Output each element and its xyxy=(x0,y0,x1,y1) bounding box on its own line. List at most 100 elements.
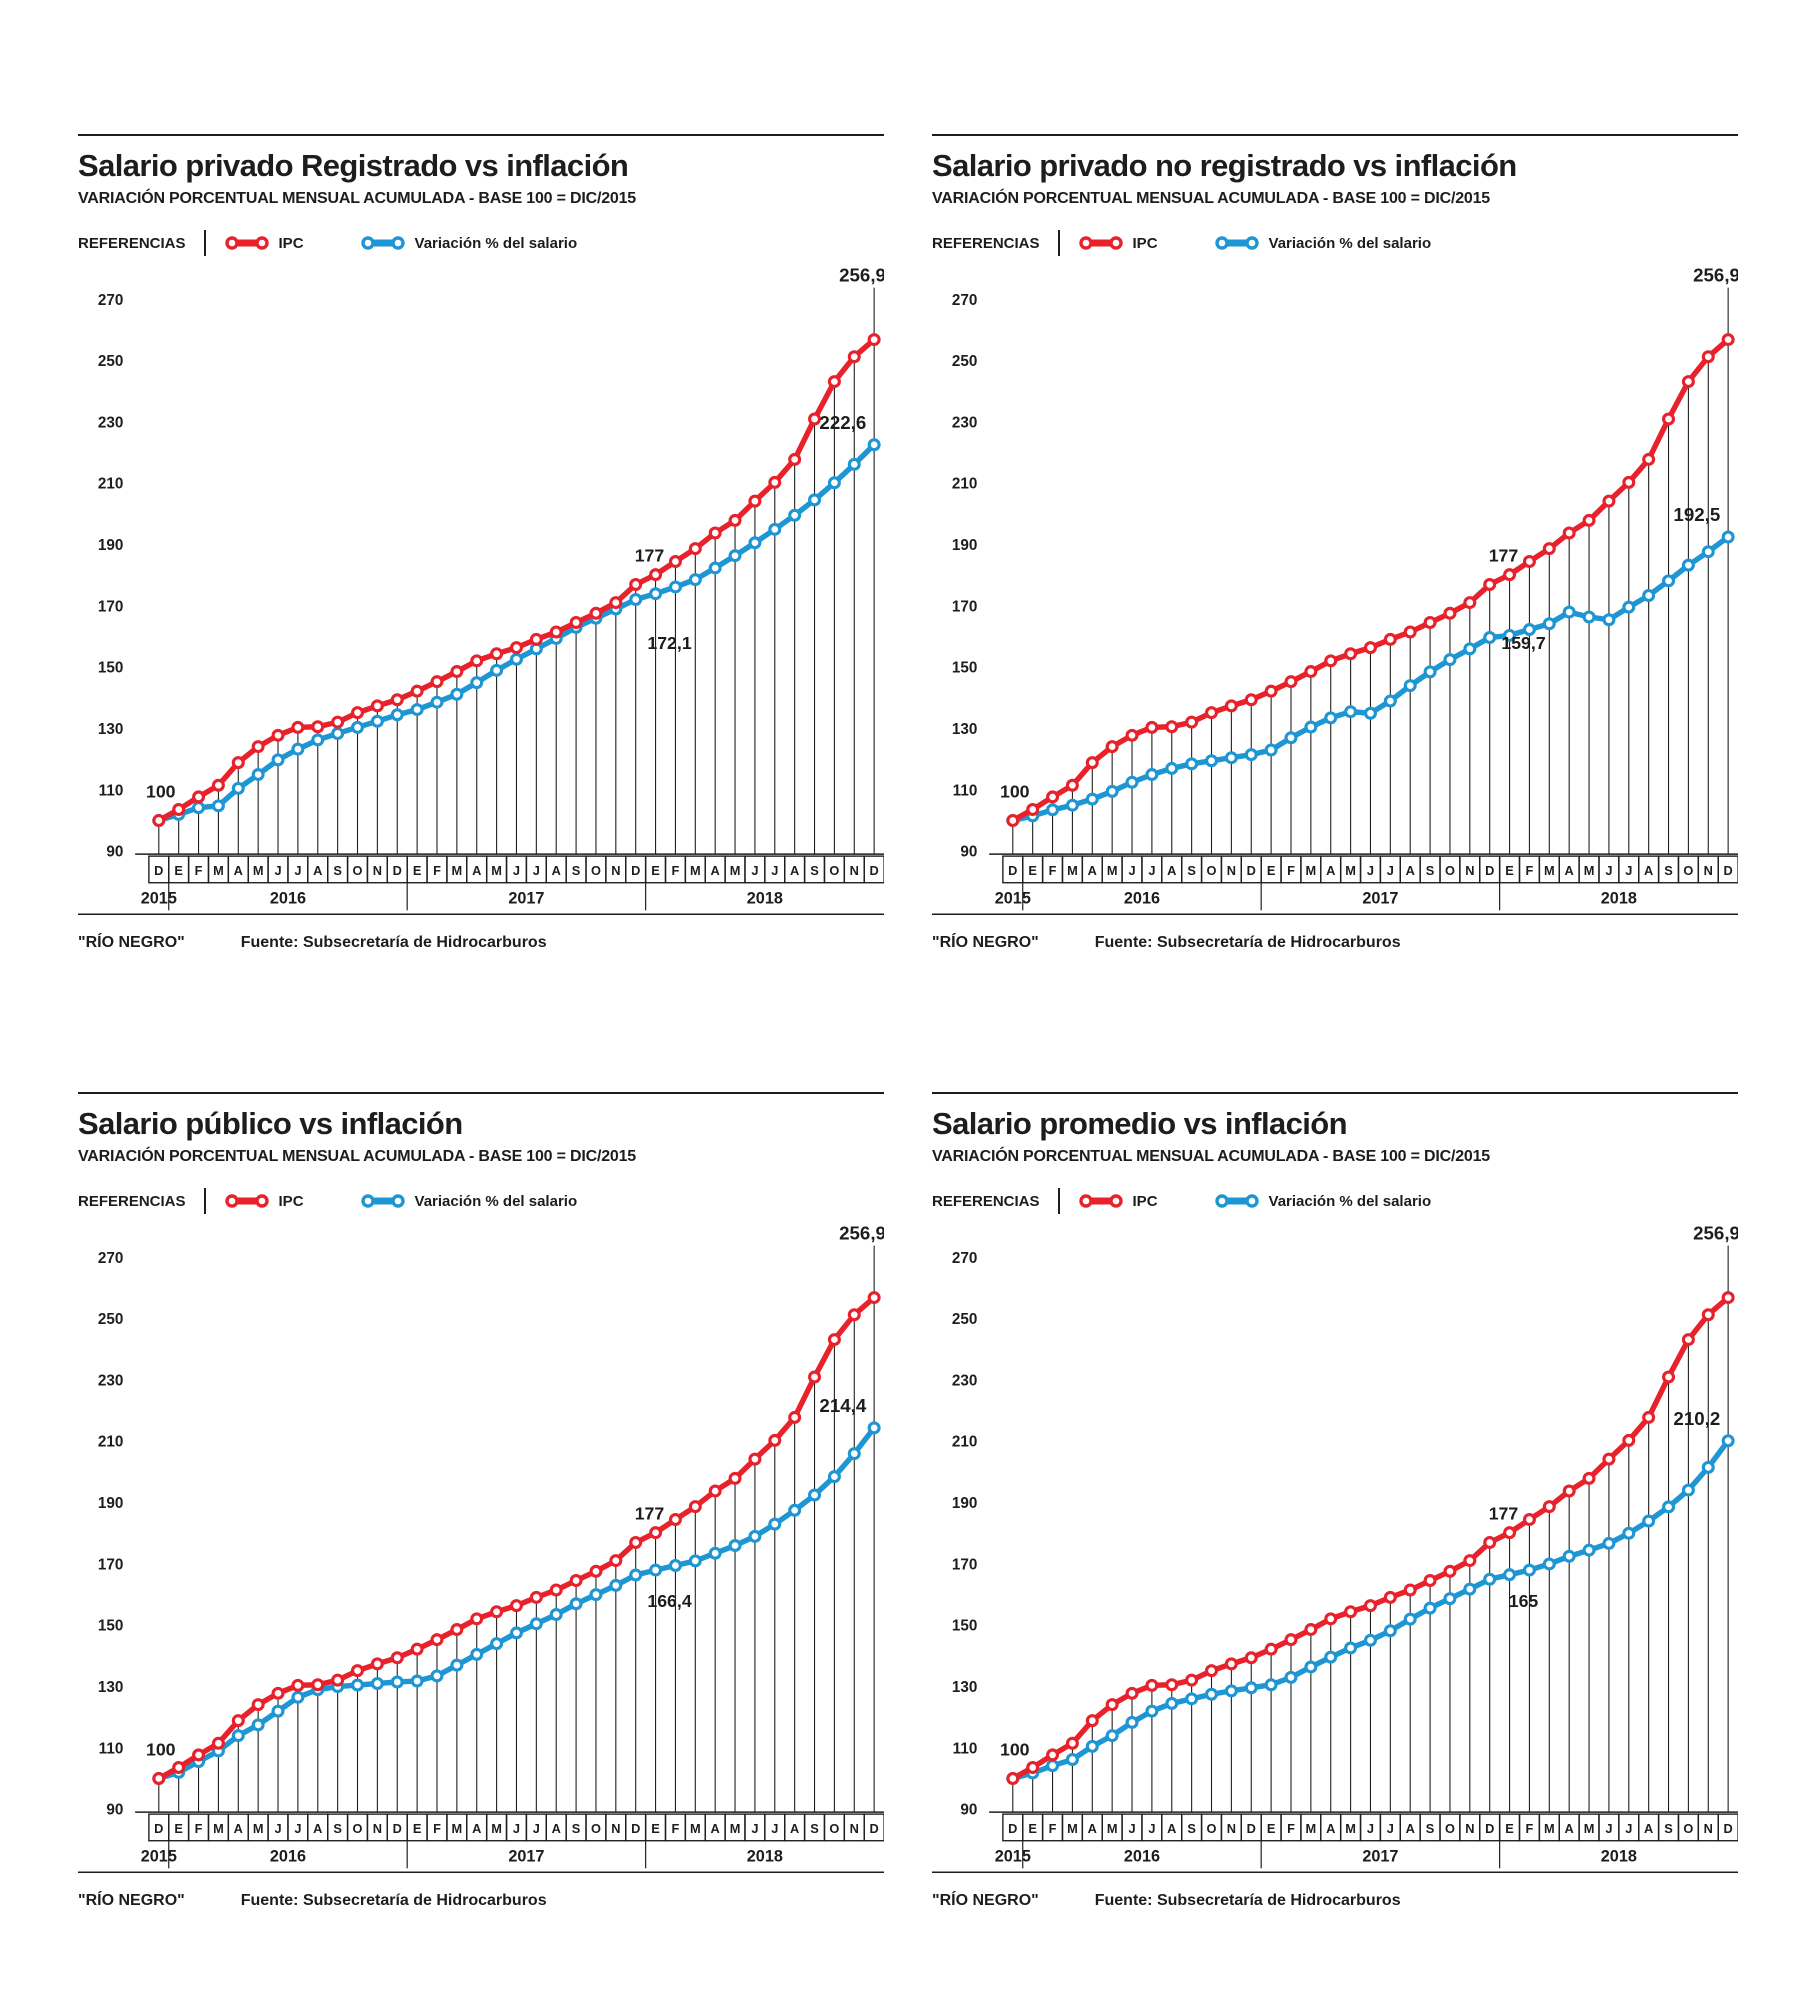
svg-text:270: 270 xyxy=(98,1250,123,1267)
svg-text:E: E xyxy=(413,863,422,878)
svg-text:J: J xyxy=(771,863,778,878)
svg-text:110: 110 xyxy=(99,782,124,799)
chart-title: Salario privado no registrado vs inflaci… xyxy=(932,148,1517,183)
svg-text:S: S xyxy=(1187,863,1196,878)
svg-text:D: D xyxy=(1008,863,1017,878)
svg-text:159,7: 159,7 xyxy=(1501,633,1545,653)
svg-text:2016: 2016 xyxy=(1124,889,1160,907)
ipc-line-icon xyxy=(1078,236,1123,250)
svg-text:A: A xyxy=(1326,863,1335,878)
svg-text:D: D xyxy=(631,863,640,878)
svg-text:F: F xyxy=(433,863,441,878)
svg-text:A: A xyxy=(711,1821,720,1836)
svg-text:90: 90 xyxy=(106,1802,123,1819)
svg-text:A: A xyxy=(1644,1821,1653,1836)
legend-salary: Variación % del salario xyxy=(360,1192,578,1210)
chart-plot: 270 250 230 210 190 170 150 130 110 90 D E F M A M J J A S O… xyxy=(932,260,1738,930)
legend-salary: Variación % del salario xyxy=(360,235,577,252)
svg-text:165: 165 xyxy=(1509,1591,1539,1611)
svg-text:A: A xyxy=(1167,1821,1176,1836)
svg-text:A: A xyxy=(472,1821,481,1836)
svg-text:170: 170 xyxy=(952,1556,977,1573)
svg-text:M: M xyxy=(1584,863,1595,878)
svg-text:130: 130 xyxy=(952,1679,977,1696)
svg-text:J: J xyxy=(1605,1821,1612,1836)
svg-text:S: S xyxy=(1426,1821,1435,1836)
chart-footer: "RÍO NEGRO" Fuente: Subsecretaría de Hid… xyxy=(78,1892,884,1910)
svg-text:150: 150 xyxy=(952,1618,977,1635)
svg-text:J: J xyxy=(1148,1821,1155,1836)
chart-subtitle: VARIACIÓN PORCENTUAL MENSUAL ACUMULADA -… xyxy=(932,190,1491,207)
legend-salary-label: Variación % del salario xyxy=(414,1192,578,1210)
legend-ipc: IPC xyxy=(1078,1193,1158,1210)
svg-text:F: F xyxy=(1287,863,1295,878)
svg-text:S: S xyxy=(333,1821,342,1836)
svg-text:D: D xyxy=(393,863,402,878)
svg-text:A: A xyxy=(1644,863,1653,878)
svg-text:O: O xyxy=(1445,1821,1455,1836)
svg-text:E: E xyxy=(1028,1821,1037,1836)
svg-text:100: 100 xyxy=(1000,782,1030,802)
chart-legend: REFERENCIAS IPC Variación % del salario xyxy=(78,1186,884,1216)
svg-text:J: J xyxy=(274,863,281,878)
svg-text:S: S xyxy=(1187,1821,1196,1836)
svg-text:250: 250 xyxy=(98,1311,123,1328)
svg-text:D: D xyxy=(154,1821,163,1836)
svg-text:210: 210 xyxy=(98,1434,123,1451)
chart-subtitle: VARIACIÓN PORCENTUAL MENSUAL ACUMULADA -… xyxy=(78,190,637,207)
svg-text:M: M xyxy=(1544,863,1555,878)
svg-text:N: N xyxy=(850,863,859,878)
svg-text:E: E xyxy=(1267,1821,1276,1836)
svg-text:2015: 2015 xyxy=(141,1847,177,1865)
svg-text:2015: 2015 xyxy=(141,889,177,907)
svg-text:S: S xyxy=(572,1821,581,1836)
chart-footer: "RÍO NEGRO" Fuente: Subsecretaría de Hid… xyxy=(78,934,884,952)
svg-text:270: 270 xyxy=(98,292,123,309)
svg-text:M: M xyxy=(253,1821,264,1836)
svg-text:J: J xyxy=(533,863,540,878)
svg-text:D: D xyxy=(870,863,879,878)
svg-text:J: J xyxy=(1387,863,1394,878)
svg-text:A: A xyxy=(472,863,481,878)
svg-text:F: F xyxy=(1049,1821,1057,1836)
svg-text:E: E xyxy=(651,1821,660,1836)
svg-text:S: S xyxy=(810,863,819,878)
chart-plot: 270 250 230 210 190 170 150 130 110 90 D E F M A M J J A S O… xyxy=(932,1218,1738,1888)
svg-text:177: 177 xyxy=(635,1504,665,1524)
svg-text:M: M xyxy=(690,863,701,878)
svg-text:A: A xyxy=(234,863,243,878)
svg-text:N: N xyxy=(850,1821,859,1836)
svg-text:D: D xyxy=(870,1821,879,1836)
svg-text:J: J xyxy=(294,863,301,878)
svg-text:J: J xyxy=(533,1821,540,1836)
ipc-line-icon xyxy=(1078,1194,1123,1208)
svg-text:D: D xyxy=(154,863,163,878)
legend-ipc: IPC xyxy=(224,1193,304,1210)
svg-text:A: A xyxy=(1406,1821,1415,1836)
svg-text:F: F xyxy=(433,1821,441,1836)
svg-text:M: M xyxy=(1107,863,1118,878)
svg-text:250: 250 xyxy=(952,1311,977,1328)
svg-text:M: M xyxy=(1067,863,1078,878)
svg-text:S: S xyxy=(572,863,581,878)
svg-text:A: A xyxy=(1406,863,1415,878)
svg-text:F: F xyxy=(1049,863,1057,878)
legend-salary-label: Variación % del salario xyxy=(1268,234,1432,252)
svg-text:2017: 2017 xyxy=(508,889,544,907)
svg-text:M: M xyxy=(1584,1821,1595,1836)
svg-text:177: 177 xyxy=(1489,1504,1519,1524)
svg-text:M: M xyxy=(1544,1821,1555,1836)
svg-text:O: O xyxy=(829,863,839,878)
legend-divider xyxy=(203,1188,206,1215)
salary-line-icon xyxy=(360,1194,405,1208)
svg-text:J: J xyxy=(1625,863,1632,878)
svg-text:A: A xyxy=(1565,1821,1574,1836)
svg-text:E: E xyxy=(174,1821,183,1836)
chart-title: Salario privado Registrado vs inflación xyxy=(78,148,629,183)
svg-text:172,1: 172,1 xyxy=(647,633,691,653)
footer-source: Fuente: Subsecretaría de Hidrocarburos xyxy=(240,934,547,952)
svg-text:M: M xyxy=(452,863,463,878)
